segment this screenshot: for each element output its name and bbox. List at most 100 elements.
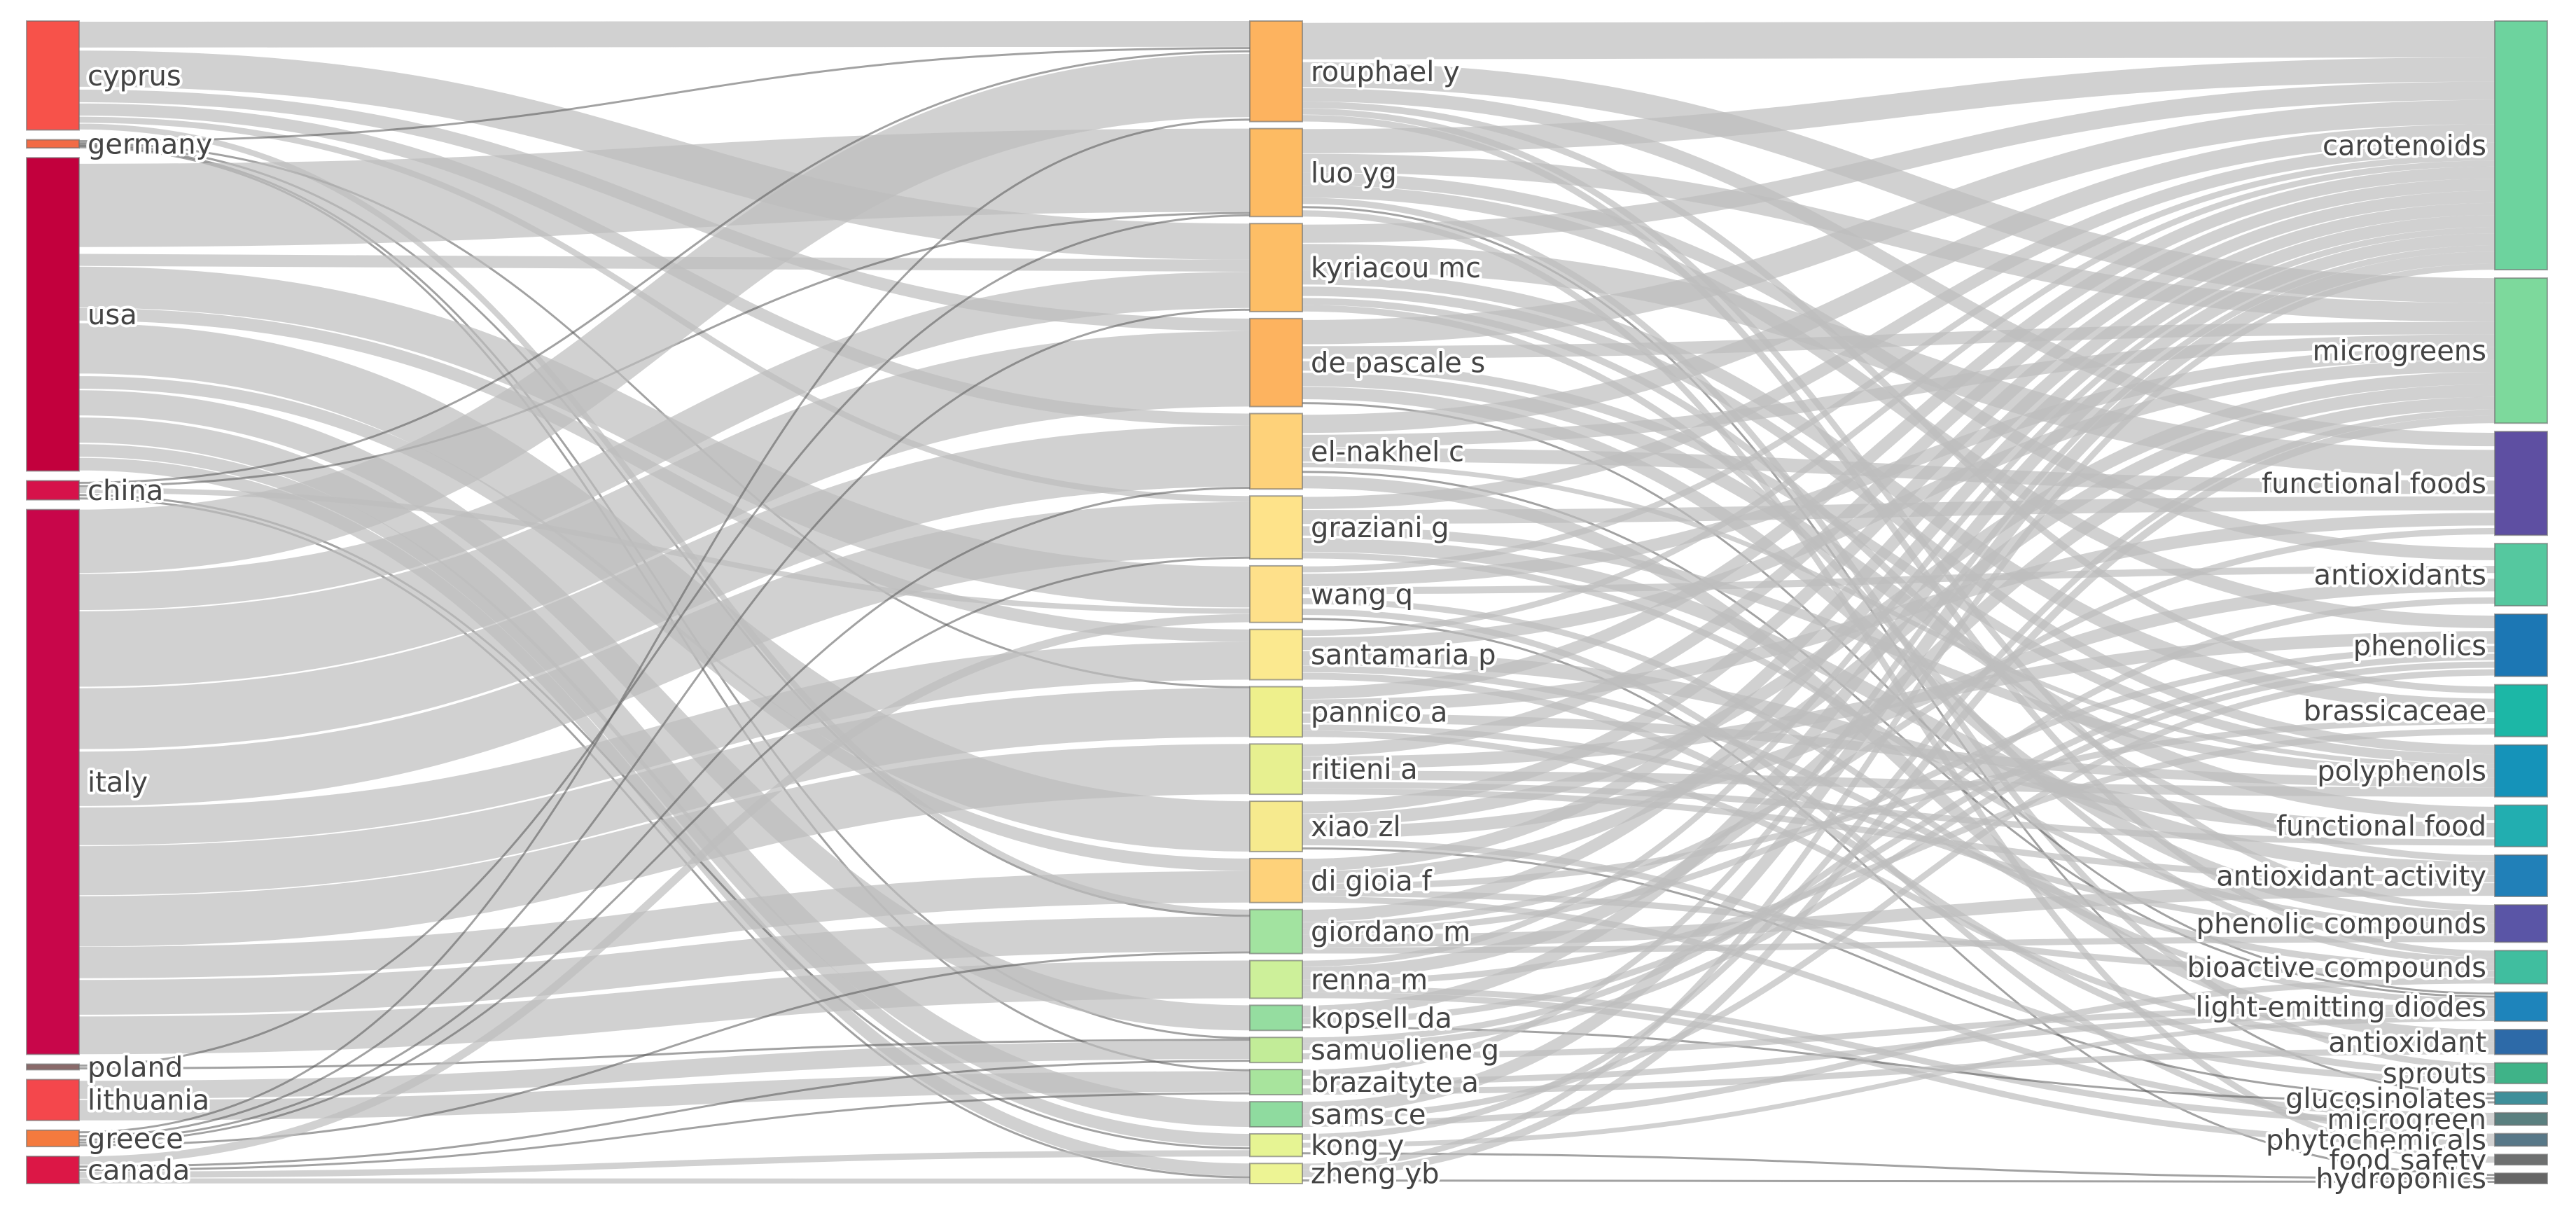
link-digioia-to-carotenoids[interactable] bbox=[1302, 202, 2495, 871]
link-giordano-to-functional_foods[interactable] bbox=[1302, 527, 2495, 929]
node-microgreens[interactable] bbox=[2494, 277, 2548, 424]
link-pannico-to-phenolic_compounds[interactable] bbox=[1302, 724, 2495, 936]
link-brazaityte-to-carotenoids[interactable] bbox=[1302, 245, 2495, 1076]
node-brassicaceae[interactable] bbox=[2494, 684, 2548, 737]
link-elnakhel-to-leds[interactable] bbox=[1302, 471, 2495, 998]
link-pannico-to-functional_foods[interactable] bbox=[1302, 513, 2495, 712]
node-usa[interactable] bbox=[26, 157, 80, 472]
node-lithuania[interactable] bbox=[26, 1079, 80, 1121]
node-ritieni[interactable] bbox=[1249, 743, 1303, 796]
node-wang[interactable] bbox=[1249, 564, 1303, 623]
link-kong-to-leds[interactable] bbox=[1302, 1016, 2495, 1148]
link-kopsell-to-glucosinolates[interactable] bbox=[1302, 1026, 2495, 1104]
link-greece-to-graziani[interactable] bbox=[78, 556, 1251, 1144]
link-luo-to-carotenoids[interactable] bbox=[1302, 57, 2495, 153]
link-kopsell-to-phenolics[interactable] bbox=[1302, 653, 2495, 1025]
link-kong-to-microgreens[interactable] bbox=[1302, 409, 2495, 1140]
link-wang-to-carotenoids[interactable] bbox=[1302, 154, 2495, 573]
node-samuoliene[interactable] bbox=[1249, 1037, 1303, 1064]
node-elnakhel[interactable] bbox=[1249, 413, 1303, 490]
link-depascale-to-microgreens[interactable] bbox=[1302, 321, 2495, 359]
link-italy-to-digioia[interactable] bbox=[78, 871, 1251, 978]
node-cyprus[interactable] bbox=[26, 20, 80, 131]
node-china[interactable] bbox=[26, 480, 80, 501]
link-renna-to-carotenoids[interactable] bbox=[1302, 227, 2495, 967]
link-italy-to-rouphael[interactable] bbox=[78, 53, 1251, 574]
node-polyphenols[interactable] bbox=[2494, 744, 2548, 798]
node-santamaria[interactable] bbox=[1249, 628, 1303, 681]
node-pannico[interactable] bbox=[1249, 686, 1303, 738]
link-usa-to-luo[interactable] bbox=[78, 128, 1251, 247]
node-phenolics[interactable] bbox=[2494, 613, 2548, 677]
node-microgreen[interactable] bbox=[2494, 1111, 2548, 1126]
node-poland[interactable] bbox=[26, 1063, 80, 1071]
node-functional_food[interactable] bbox=[2494, 804, 2548, 847]
link-lithuania-to-samuoliene[interactable] bbox=[78, 1041, 1251, 1099]
node-bioactive_compounds[interactable] bbox=[2494, 950, 2548, 985]
node-graziani[interactable] bbox=[1249, 495, 1303, 560]
link-depascale-to-carotenoids[interactable] bbox=[1302, 99, 2495, 345]
link-xiao-to-sprouts[interactable] bbox=[1302, 838, 2495, 1083]
node-rouphael[interactable] bbox=[1249, 20, 1303, 123]
link-ritieni-to-phenolics[interactable] bbox=[1302, 631, 2495, 770]
node-sprouts[interactable] bbox=[2494, 1062, 2548, 1085]
node-sams[interactable] bbox=[1249, 1101, 1303, 1128]
node-xiao[interactable] bbox=[1249, 800, 1303, 852]
link-kong-to-hydroponics[interactable] bbox=[1302, 1152, 2495, 1180]
node-functional_foods[interactable] bbox=[2494, 431, 2548, 536]
link-brazaityte-to-leds[interactable] bbox=[1302, 1010, 2495, 1086]
link-usa-to-digioia[interactable] bbox=[78, 376, 1251, 871]
node-antioxidant[interactable] bbox=[2494, 1029, 2548, 1055]
link-lithuania-to-brazaityte[interactable] bbox=[78, 1071, 1251, 1121]
link-germany-to-rouphael[interactable] bbox=[78, 47, 1251, 142]
node-canada[interactable] bbox=[26, 1156, 80, 1185]
link-zheng-to-hydroponics[interactable] bbox=[1302, 1179, 2495, 1184]
link-zheng-to-microgreens[interactable] bbox=[1302, 415, 2495, 1177]
link-giordano-to-carotenoids[interactable] bbox=[1302, 215, 2495, 922]
link-italy-to-giordano[interactable] bbox=[78, 916, 1251, 1015]
link-xiao-to-antioxidants[interactable] bbox=[1302, 578, 2495, 839]
link-poland-to-samuoliene[interactable] bbox=[78, 1039, 1251, 1069]
node-giordano[interactable] bbox=[1249, 908, 1303, 955]
node-carotenoids[interactable] bbox=[2494, 20, 2548, 271]
node-kyriacou[interactable] bbox=[1249, 223, 1303, 312]
node-antioxidants[interactable] bbox=[2494, 543, 2548, 607]
link-italy-to-graziani[interactable] bbox=[78, 501, 1251, 806]
link-italy-to-renna[interactable] bbox=[78, 960, 1251, 1055]
link-canada-to-wang[interactable] bbox=[78, 614, 1251, 1165]
link-greece-to-giordano[interactable] bbox=[78, 951, 1251, 1146]
link-xiao-to-glucosinolates[interactable] bbox=[1302, 847, 2495, 1100]
link-wang-to-antioxidants[interactable] bbox=[1302, 566, 2495, 595]
link-elnakhel-to-microgreens[interactable] bbox=[1302, 334, 2495, 448]
link-greece-to-elnakhel[interactable] bbox=[78, 486, 1251, 1141]
node-digioia[interactable] bbox=[1249, 857, 1303, 903]
link-canada-to-brazaityte[interactable] bbox=[78, 1092, 1251, 1172]
link-greece-to-rouphael[interactable] bbox=[78, 118, 1251, 1134]
node-depascale[interactable] bbox=[1249, 317, 1303, 408]
node-renna[interactable] bbox=[1249, 959, 1303, 999]
link-usa-to-kyriacou[interactable] bbox=[78, 254, 1251, 272]
node-greece[interactable] bbox=[26, 1129, 80, 1148]
link-luo-to-microgreens[interactable] bbox=[1302, 153, 2495, 322]
link-sams-to-carotenoids[interactable] bbox=[1302, 251, 2495, 1114]
link-china-to-rouphael[interactable] bbox=[78, 50, 1251, 484]
link-italy-to-kyriacou[interactable] bbox=[78, 272, 1251, 611]
node-brazaityte[interactable] bbox=[1249, 1069, 1303, 1096]
link-italy-to-elnakhel[interactable] bbox=[78, 425, 1251, 749]
link-poland-to-luo[interactable] bbox=[78, 214, 1251, 1067]
link-kyriacou-to-carotenoids[interactable] bbox=[1302, 81, 2495, 243]
link-canada-to-kong[interactable] bbox=[78, 1150, 1251, 1178]
link-kopsell-to-carotenoids[interactable] bbox=[1302, 233, 2495, 1018]
node-leds[interactable] bbox=[2494, 991, 2548, 1023]
node-kong[interactable] bbox=[1249, 1132, 1303, 1158]
node-food_safety[interactable] bbox=[2494, 1153, 2548, 1166]
link-santamaria-to-carotenoids[interactable] bbox=[1302, 160, 2495, 637]
link-italy-to-ritieni[interactable] bbox=[78, 744, 1251, 947]
link-italy-to-depascale[interactable] bbox=[78, 331, 1251, 687]
link-xiao-to-carotenoids[interactable] bbox=[1302, 190, 2495, 814]
link-santamaria-to-functional_food[interactable] bbox=[1302, 651, 2495, 838]
link-santamaria-to-sprouts[interactable] bbox=[1302, 672, 2495, 1077]
link-canada-to-samuoliene[interactable] bbox=[78, 1060, 1251, 1168]
link-greece-to-kyriacou[interactable] bbox=[78, 308, 1251, 1138]
node-hydroponics[interactable] bbox=[2494, 1172, 2548, 1185]
